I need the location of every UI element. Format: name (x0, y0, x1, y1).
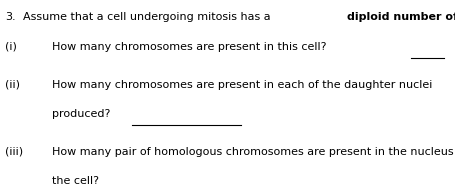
Text: produced?: produced? (52, 109, 111, 119)
Text: the cell?: the cell? (52, 176, 99, 186)
Text: diploid number of 8: diploid number of 8 (347, 12, 455, 22)
Text: (iii): (iii) (5, 147, 24, 157)
Text: (ii): (ii) (5, 80, 20, 90)
Text: How many chromosomes are present in this cell?: How many chromosomes are present in this… (52, 42, 327, 52)
Text: How many chromosomes are present in each of the daughter nuclei: How many chromosomes are present in each… (52, 80, 433, 90)
Text: How many pair of homologous chromosomes are present in the nucleus of: How many pair of homologous chromosomes … (52, 147, 455, 157)
Text: (i): (i) (5, 42, 17, 52)
Text: Assume that a cell undergoing mitosis has a: Assume that a cell undergoing mitosis ha… (23, 12, 274, 22)
Text: 3.: 3. (5, 12, 16, 22)
